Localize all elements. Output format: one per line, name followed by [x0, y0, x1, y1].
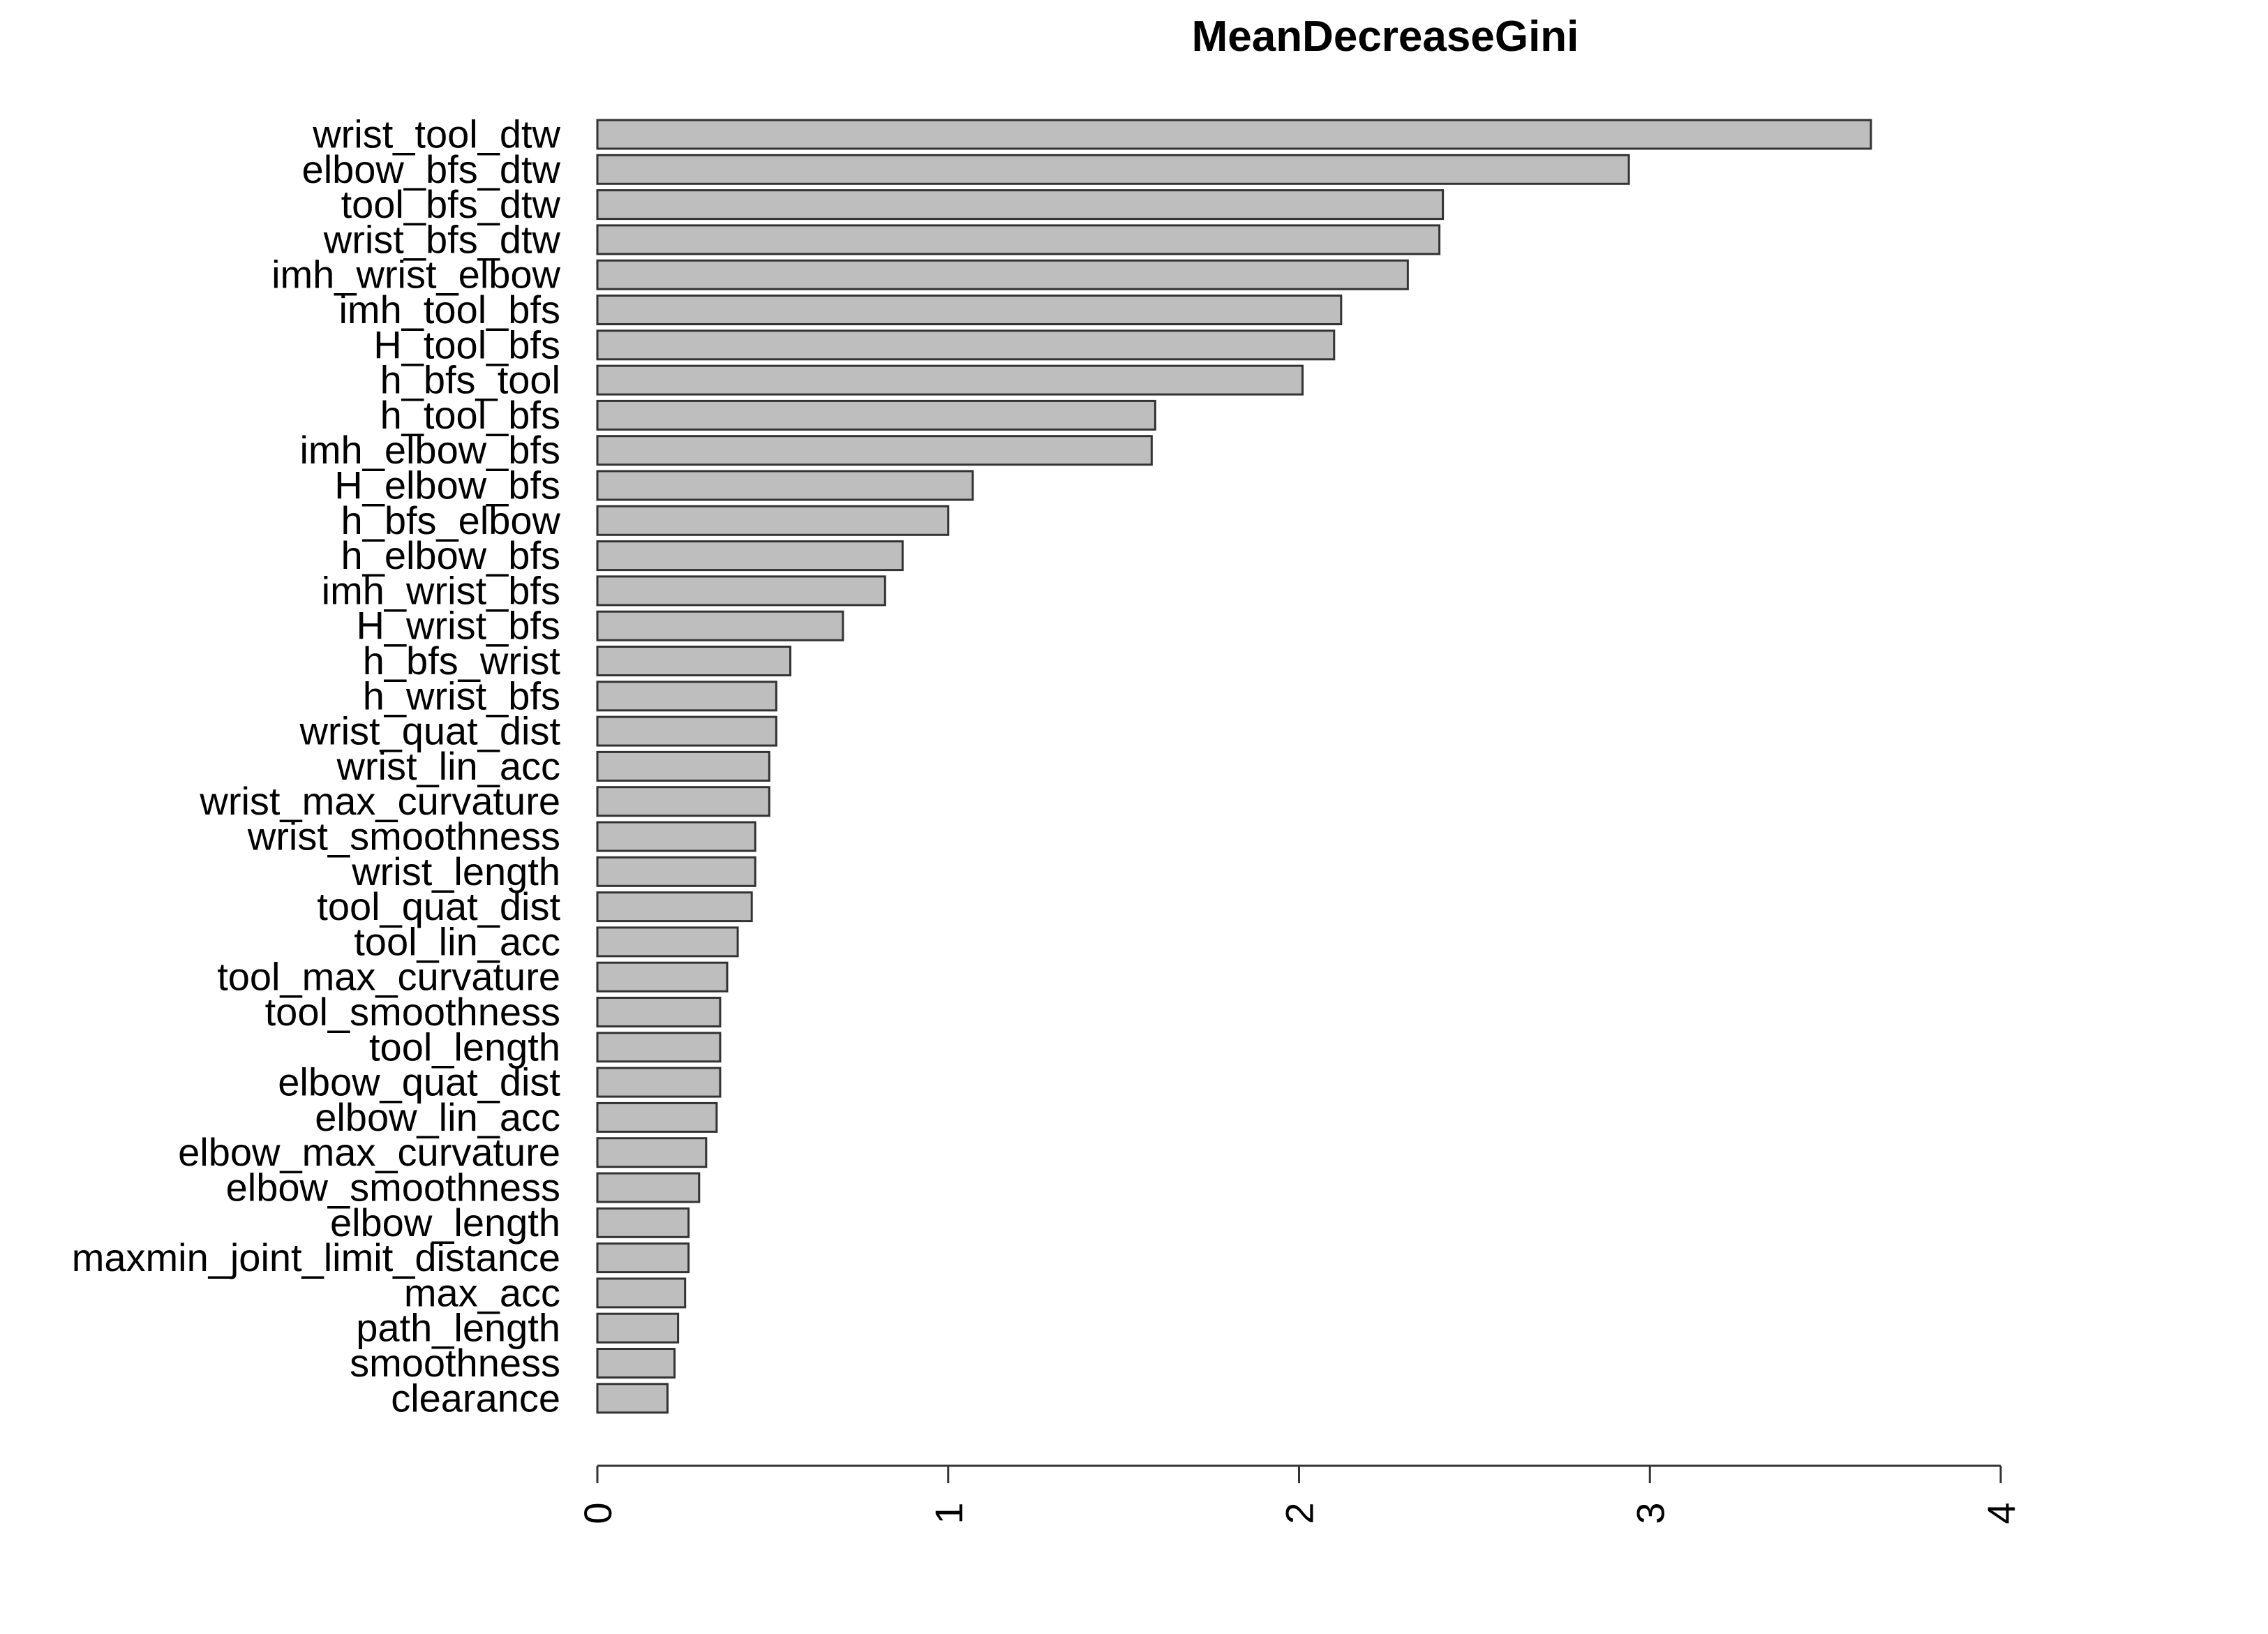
bar-elbow_length [596, 1207, 690, 1238]
bar-path_length [596, 1312, 680, 1344]
category-label: tool_max_curvature [217, 955, 560, 999]
category-label: wrist_max_curvature [199, 779, 560, 823]
bar-imh_wrist_bfs [596, 575, 886, 607]
bar-wrist_quat_dist [596, 715, 777, 747]
bar-elbow_smoothness [596, 1172, 701, 1203]
category-label: imh_tool_bfs [338, 288, 560, 332]
category-label: h_bfs_elbow [341, 498, 561, 542]
x-tick-label: 0 [576, 1502, 620, 1524]
category-label: elbow_lin_acc [315, 1095, 560, 1139]
category-label: h_bfs_wrist [363, 639, 561, 683]
x-tick-label: 4 [1979, 1502, 2023, 1524]
x-tick-label: 3 [1628, 1502, 1672, 1524]
category-label: wrist_quat_dist [299, 709, 560, 753]
category-label: elbow_smoothness [226, 1166, 560, 1210]
category-label: h_elbow_bfs [341, 533, 560, 577]
category-label: h_tool_bfs [380, 393, 560, 437]
bar-elbow_lin_acc [596, 1101, 718, 1133]
bar-h_wrist_bfs [596, 681, 777, 712]
category-label: elbow_length [330, 1201, 560, 1245]
bar-tool_length [596, 1032, 722, 1063]
bar-wrist_bfs_dtw [596, 224, 1441, 255]
category-labels: wrist_tool_dtwelbow_bfs_dtwtool_bfs_dtww… [72, 112, 561, 1420]
bar-wrist_tool_dtw [596, 119, 1872, 150]
bar-H_wrist_bfs [596, 610, 844, 641]
x-axis: 0 1 2 3 4 [576, 1464, 2023, 1524]
bar-imh_elbow_bfs [596, 435, 1153, 466]
bar-elbow_max_curvature [596, 1137, 708, 1168]
category-label: H_elbow_bfs [334, 463, 560, 507]
bar-elbow_bfs_dtw [596, 154, 1630, 185]
category-label: wrist_bfs_dtw [323, 217, 561, 261]
category-label: elbow_bfs_dtw [302, 147, 561, 191]
bar-h_bfs_tool [596, 364, 1304, 396]
category-label: max_acc [404, 1270, 560, 1314]
category-label: H_wrist_bfs [356, 604, 560, 648]
bar-maxmin_joint_limit_distance [596, 1242, 690, 1274]
bar-wrist_length [596, 856, 756, 887]
category-label: tool_smoothness [265, 990, 560, 1034]
x-tick-label: 1 [927, 1502, 971, 1524]
x-tick-label: 2 [1278, 1502, 1322, 1524]
category-label: path_length [356, 1306, 560, 1350]
bar-max_acc [596, 1277, 687, 1309]
bar-imh_tool_bfs [596, 295, 1343, 325]
category-label: maxmin_joint_limit_distance [72, 1235, 560, 1279]
bar-tool_smoothness [596, 997, 722, 1027]
bars-group [596, 119, 1872, 1414]
category-label: wrist_smoothness [247, 815, 560, 859]
bar-tool_max_curvature [596, 961, 729, 993]
category-label: imh_wrist_bfs [322, 568, 560, 612]
category-label: imh_elbow_bfs [299, 428, 560, 472]
category-label: tool_quat_dist [317, 884, 560, 928]
category-label: tool_lin_acc [354, 919, 560, 963]
bar-wrist_max_curvature [596, 786, 770, 817]
category-label: H_tool_bfs [373, 322, 560, 366]
bar-h_bfs_wrist [596, 646, 792, 676]
category-label: clearance [391, 1376, 560, 1420]
category-label: elbow_max_curvature [178, 1130, 560, 1174]
bar-wrist_smoothness [596, 821, 756, 852]
bar-elbow_quat_dist [596, 1067, 722, 1098]
category-label: tool_bfs_dtw [341, 182, 561, 226]
category-label: imh_wrist_elbow [271, 253, 560, 297]
category-label: wrist_lin_acc [336, 744, 560, 788]
bar-H_tool_bfs [596, 329, 1336, 361]
bar-tool_quat_dist [596, 891, 753, 923]
bar-clearance [596, 1383, 669, 1414]
category-label: h_wrist_bfs [363, 674, 560, 718]
bar-imh_wrist_elbow [596, 259, 1409, 290]
bar-tool_bfs_dtw [596, 189, 1445, 221]
bar-h_elbow_bfs [596, 540, 904, 572]
category-label: smoothness [350, 1341, 560, 1385]
bar-h_tool_bfs [596, 399, 1156, 431]
bar-wrist_lin_acc [596, 750, 770, 782]
category-label: elbow_quat_dist [278, 1060, 560, 1104]
bar-tool_lin_acc [596, 926, 739, 958]
bar-smoothness [596, 1348, 676, 1379]
category-label: wrist_length [351, 849, 560, 893]
category-label: wrist_tool_dtw [312, 112, 560, 156]
bar-H_elbow_bfs [596, 470, 974, 501]
chart-title: MeanDecreaseGini [1192, 13, 1579, 61]
category-label: tool_length [369, 1025, 560, 1069]
category-label: h_bfs_tool [380, 358, 560, 402]
bar-h_bfs_elbow [596, 505, 950, 536]
